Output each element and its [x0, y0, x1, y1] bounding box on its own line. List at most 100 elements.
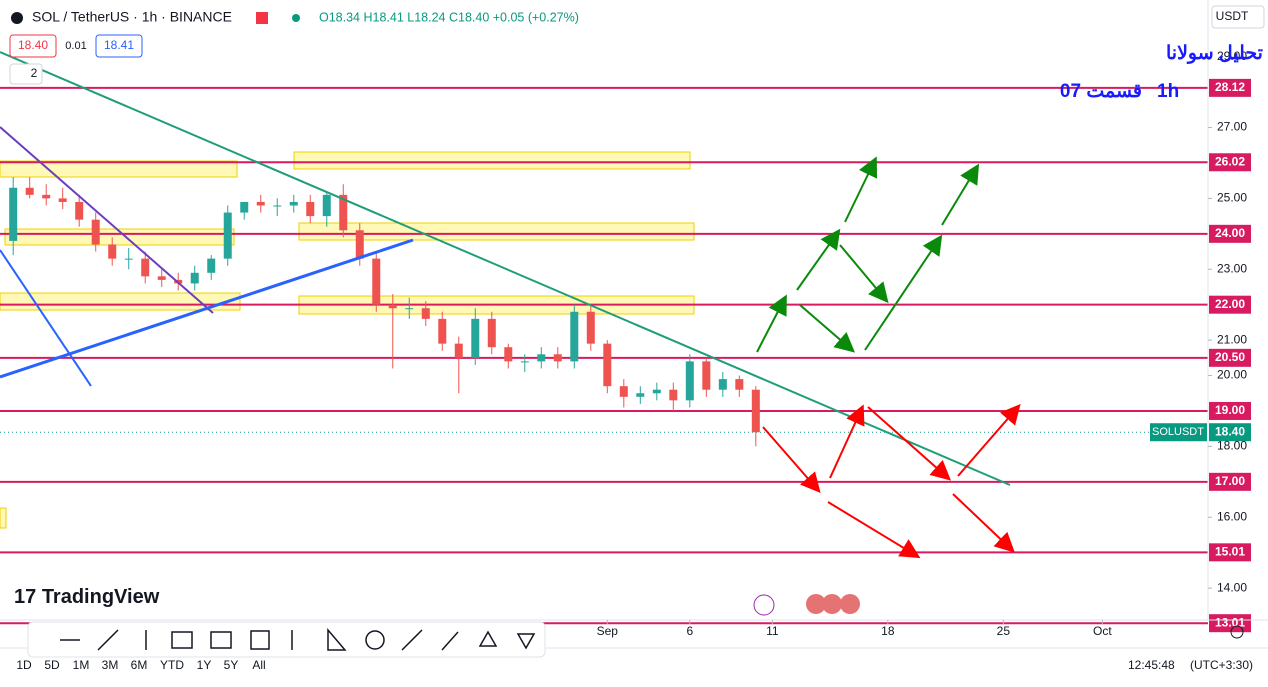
buy-button[interactable] [95, 34, 143, 58]
candle-body [603, 343, 612, 387]
flag [256, 12, 268, 24]
range-button[interactable]: 5Y [224, 658, 239, 672]
sell-button[interactable] [9, 34, 57, 58]
candle-body [504, 347, 513, 362]
buy-price: 18.41 [104, 38, 134, 52]
candle-body [553, 354, 562, 362]
range-button[interactable]: 1Y [197, 658, 212, 672]
candle-body [388, 304, 397, 309]
candle-body [42, 194, 51, 199]
level-label-bg [1209, 153, 1251, 172]
y-tick-label: 20.00 [1217, 368, 1247, 382]
candle-body [306, 201, 315, 217]
arrow [827, 501, 921, 559]
candle-body [537, 354, 546, 362]
range-button[interactable]: 3M [102, 658, 119, 672]
y-tick-label: 18.00 [1217, 439, 1247, 453]
candle-body [520, 361, 529, 363]
range-button[interactable]: 1M [73, 658, 90, 672]
tool[interactable] [365, 630, 385, 650]
zones [0, 151, 695, 529]
symbol-icon [11, 12, 23, 24]
level-label-bg [1209, 78, 1251, 97]
sell-price: 18.40 [18, 38, 48, 52]
candle-body [454, 343, 463, 358]
last-price: 18.40 [1215, 424, 1245, 438]
tool[interactable] [327, 627, 347, 651]
arrow [796, 228, 841, 291]
level-label: 20.50 [1215, 350, 1245, 364]
candle-body [322, 194, 331, 217]
event-icon[interactable] [753, 594, 775, 616]
candle-body [718, 379, 727, 390]
indicator-toggle[interactable] [9, 63, 43, 85]
level-label: 22.00 [1215, 297, 1245, 311]
range-button[interactable]: 5D [44, 658, 60, 672]
candle-body [157, 276, 166, 280]
ohlc: O18.34 H18.41 L18.24 C18.40 +0.05 (+0.27… [319, 10, 579, 24]
level-label: 17.00 [1215, 474, 1245, 488]
currency-button[interactable] [1211, 5, 1265, 29]
spread: 0.01 [65, 40, 86, 52]
candle-body [735, 379, 744, 390]
candle-body [141, 258, 150, 277]
zone [0, 507, 7, 529]
candle-body [91, 219, 100, 245]
level-label-bg [1209, 472, 1251, 491]
candle-body [652, 389, 661, 394]
level-label: 19.00 [1215, 403, 1245, 417]
arrow [867, 406, 951, 481]
annotation-part: قسمت 07 [1060, 81, 1142, 102]
symbol: SOL / TetherUS · 1h · BINANCE [32, 9, 232, 25]
x-tick-label: 6 [686, 624, 693, 638]
candle-body [75, 201, 84, 220]
tool[interactable] [250, 630, 270, 650]
zone [293, 151, 691, 170]
tool[interactable] [171, 631, 193, 649]
level-label: 24.00 [1215, 226, 1245, 240]
tool[interactable] [97, 629, 119, 651]
clock-zone: (UTC+3:30) [1190, 658, 1253, 672]
last-name-bg [1150, 423, 1207, 442]
clock-time: 12:45:48 [1128, 658, 1175, 672]
indicator-count: 2 [31, 66, 38, 80]
candle-body [570, 311, 579, 362]
level-label-bg [1209, 224, 1251, 243]
arrow [756, 294, 787, 353]
toolbar-icons [60, 627, 536, 651]
tool[interactable] [210, 631, 232, 649]
event-icon[interactable] [840, 594, 860, 614]
up-arrows [756, 156, 980, 353]
range-button[interactable]: YTD [160, 658, 184, 672]
candle-body [421, 308, 430, 319]
range-button[interactable]: 6M [131, 658, 148, 672]
candle-body [355, 230, 364, 259]
candle-body [405, 308, 414, 310]
candle-body [207, 258, 216, 273]
level-label: 15.01 [1215, 545, 1245, 559]
tool[interactable] [516, 633, 536, 650]
tool[interactable] [478, 630, 498, 647]
settings[interactable] [1230, 625, 1244, 639]
drawing-toolbar [27, 621, 546, 658]
candle-body [751, 389, 760, 433]
annotation-title: تحلیل سولانا [1166, 43, 1263, 64]
arrow [829, 404, 865, 479]
candle-body [9, 187, 18, 241]
event-icon[interactable] [806, 594, 826, 614]
arrow [799, 304, 856, 353]
y-tick-label: 21.00 [1217, 332, 1247, 346]
event-icon[interactable] [822, 594, 842, 614]
candle-body [471, 318, 480, 358]
candle-body [58, 198, 67, 202]
last-name: SOLUSDT [1152, 426, 1204, 438]
candle-body [636, 393, 645, 397]
range-button[interactable]: All [252, 658, 265, 672]
tool[interactable] [441, 631, 459, 651]
candle-body [256, 201, 265, 206]
tool[interactable] [401, 629, 423, 651]
range-button[interactable]: 1D [16, 658, 32, 672]
candle-body [702, 361, 711, 390]
x-tick-label: 25 [997, 624, 1011, 638]
